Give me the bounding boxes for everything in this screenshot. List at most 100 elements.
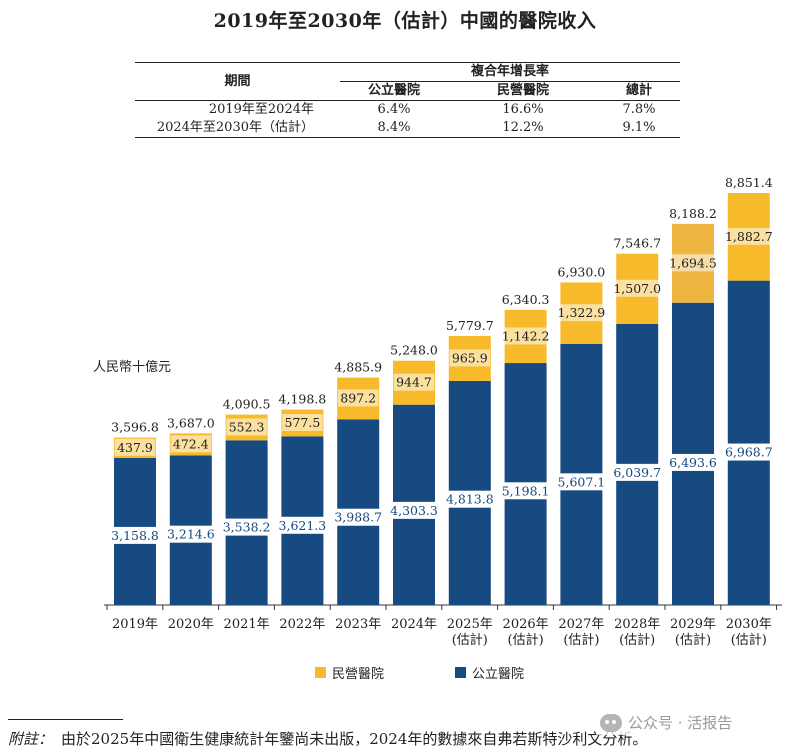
data-label-private: 552.3 xyxy=(229,419,265,434)
label-box-public xyxy=(665,453,721,471)
x-tick-label: 2030年 xyxy=(726,617,772,632)
label-box-public xyxy=(442,490,497,508)
bar-public xyxy=(672,302,714,605)
data-label-total: 8,851.4 xyxy=(725,175,773,190)
unit-label: 人民幣十億元 xyxy=(93,360,172,375)
data-label-private: 437.9 xyxy=(117,440,153,455)
chart-title: 2019年至2030年（估計）中國的醫院收入 xyxy=(213,10,597,32)
x-tick-label: 2021年 xyxy=(224,617,270,632)
data-label-public: 3,158.8 xyxy=(111,528,159,543)
label-box-private xyxy=(337,389,379,407)
cagr-period: 2019年至2024年 xyxy=(208,102,314,117)
cagr-value: 12.2% xyxy=(502,120,544,135)
label-box-public xyxy=(163,525,218,543)
label-box-public xyxy=(275,516,330,534)
label-box-private xyxy=(282,414,323,432)
watermark-text: 公众号 · 活报告 xyxy=(628,714,733,732)
stacked-bar-chart: 3,158.8 437.9 3,596.8 2019年 3,214.6 472.4 3,68… xyxy=(104,175,782,648)
label-box-public xyxy=(219,518,274,536)
x-tick-label: 2028年 xyxy=(614,617,660,632)
data-label-private: 472.4 xyxy=(173,436,209,451)
data-label-public: 5,607.1 xyxy=(558,474,606,489)
data-label-private: 944.7 xyxy=(396,375,432,390)
legend-swatch-public xyxy=(455,667,466,678)
x-tick-label: 2027年 xyxy=(558,617,604,632)
label-box-private xyxy=(393,373,435,391)
cagr-value: 6.4% xyxy=(377,102,411,117)
data-label-total: 6,340.3 xyxy=(502,292,550,307)
data-label-public: 6,968.7 xyxy=(725,445,773,460)
x-tick-label: (估計) xyxy=(731,632,767,648)
data-label-public: 6,039.7 xyxy=(613,465,661,480)
label-box-public xyxy=(721,443,776,461)
data-label-public: 4,303.3 xyxy=(390,503,438,518)
footnote-text: 由於2025年中國衛生健康統計年鑒尚未出版，2024年的數據來自弗若斯特沙利文分… xyxy=(61,730,648,748)
cagr-group-header: 複合年增長率 xyxy=(340,62,680,82)
label-box-public xyxy=(331,508,386,526)
label-box-private xyxy=(449,349,491,367)
data-label-total: 4,090.5 xyxy=(223,397,271,412)
data-label-public: 3,988.7 xyxy=(334,510,382,525)
legend-label-private: 民營醫院 xyxy=(332,667,385,682)
data-label-public: 3,621.3 xyxy=(279,518,327,533)
data-label-public: 3,538.2 xyxy=(223,520,271,535)
data-label-public: 5,198.1 xyxy=(502,483,550,498)
cagr-row: 2024年至2030年（估計） 8.4% 12.2% 9.1% xyxy=(135,119,680,138)
label-box-private xyxy=(665,254,721,272)
bar-public xyxy=(727,280,770,605)
x-tick-label: 2022年 xyxy=(279,617,325,632)
data-label-private: 1,694.5 xyxy=(669,255,717,270)
period-header: 期間 xyxy=(224,73,251,89)
legend-label-public: 公立醫院 xyxy=(472,667,525,682)
footnote-divider xyxy=(8,719,123,720)
legend-item-private: 民營醫院 xyxy=(315,663,384,682)
cagr-value: 16.6% xyxy=(502,102,544,117)
x-tick-label: (估計) xyxy=(452,632,488,648)
col-total-header: 總計 xyxy=(625,83,652,98)
col-private-header: 民營醫院 xyxy=(496,83,549,98)
data-label-total: 3,687.0 xyxy=(167,415,215,430)
data-label-private: 897.2 xyxy=(340,390,376,405)
cagr-table: 期間 複合年增長率 公立醫院 民營醫院 總計 2019年至2024年 6.4% … xyxy=(135,62,680,138)
data-label-public: 3,214.6 xyxy=(167,527,215,542)
data-label-total: 7,546.7 xyxy=(613,236,661,251)
x-tick-label: 2023年 xyxy=(335,617,381,632)
x-tick-label: 2025年 xyxy=(447,617,493,632)
x-tick-label: (估計) xyxy=(563,632,599,648)
watermark: 公众号 · 活报告 xyxy=(596,710,737,735)
footnote: 附註： 由於2025年中國衛生健康統計年鑒尚未出版，2024年的數據來自弗若斯特沙… xyxy=(8,728,647,749)
label-box-private xyxy=(554,304,609,322)
cagr-value: 7.8% xyxy=(622,102,656,117)
label-box-private xyxy=(226,418,267,436)
label-box-public xyxy=(554,473,609,491)
data-label-total: 5,779.7 xyxy=(446,318,494,333)
data-label-private: 965.9 xyxy=(452,350,488,365)
wechat-icon xyxy=(600,713,622,732)
data-label-private: 1,882.7 xyxy=(725,229,773,244)
legend-item-public: 公立醫院 xyxy=(455,663,524,682)
data-label-private: 1,322.9 xyxy=(558,305,606,320)
x-tick-label: (估計) xyxy=(619,632,655,648)
col-public-header: 公立醫院 xyxy=(367,83,420,98)
x-tick-label: 2029年 xyxy=(670,617,716,632)
data-label-private: 1,507.0 xyxy=(613,281,661,296)
label-box-public xyxy=(386,501,442,519)
cagr-subheader-row: 公立醫院 民營醫院 總計 xyxy=(135,82,680,101)
data-label-total: 5,248.0 xyxy=(390,343,438,358)
x-tick-label: 2020年 xyxy=(168,617,214,632)
cagr-row: 2019年至2024年 6.4% 16.6% 7.8% xyxy=(135,101,680,120)
legend-swatch-private xyxy=(315,667,326,678)
label-box-private xyxy=(170,435,212,453)
data-label-public: 4,813.8 xyxy=(446,492,494,507)
cagr-value: 9.1% xyxy=(622,120,656,135)
label-box-private xyxy=(114,438,156,456)
x-tick-label: (估計) xyxy=(675,632,711,648)
data-label-private: 577.5 xyxy=(285,415,321,430)
x-tick-label: 2019年 xyxy=(112,617,158,632)
cagr-period: 2024年至2030年（估計） xyxy=(156,120,314,135)
data-label-private: 1,142.2 xyxy=(502,328,550,343)
data-label-total: 4,885.9 xyxy=(334,360,382,375)
data-label-total: 8,188.2 xyxy=(669,206,717,221)
label-box-private xyxy=(721,227,776,245)
cagr-value: 8.4% xyxy=(377,120,411,135)
